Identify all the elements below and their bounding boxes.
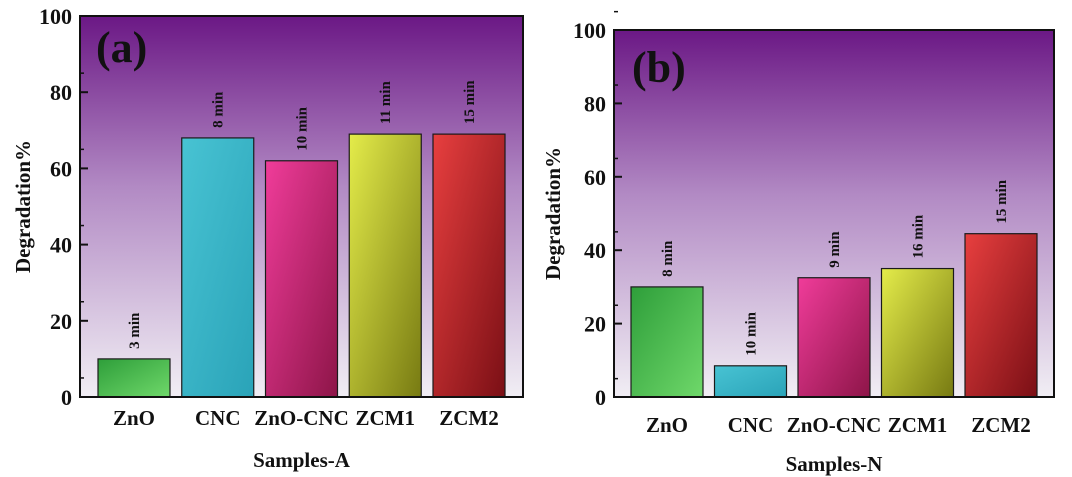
bar-time-label: 15 min (994, 179, 1010, 223)
y-tick-label: 80 (584, 91, 606, 116)
y-tick-label: 20 (584, 312, 606, 337)
bar-cnc (181, 137, 255, 398)
chart-panel-2: 8 min ZnO 10 min CNC 9 min ZnO-CNC 16 min ZCM1 1… (541, 10, 1055, 476)
bar-zcm2 (964, 233, 1038, 398)
panel-label: (b) (632, 43, 686, 92)
bar-zcm2 (432, 133, 506, 398)
y-tick-label: 60 (584, 165, 606, 190)
category-label: ZCM1 (888, 413, 948, 437)
category-label: ZnO-CNC (254, 406, 349, 430)
plot-frame (613, 29, 1055, 398)
category-label: ZnO (646, 413, 688, 437)
y-tick-label: 60 (50, 156, 72, 181)
y-tick-label: 40 (584, 238, 606, 263)
bar-time-label: 8 min (211, 91, 227, 128)
y-axis-title: Degradation% (541, 147, 565, 280)
chart-panel-1: 3 min ZnO 8 min CNC 10 min ZnO-CNC 11 min ZCM1 1… (11, 4, 524, 472)
bar-time-label: 16 min (911, 214, 927, 258)
bar-zcm1 (348, 133, 422, 398)
bar-zcm1 (880, 267, 955, 398)
panel-label: (a) (96, 23, 147, 72)
y-tick-label: 80 (50, 80, 72, 105)
category-label: ZCM1 (356, 406, 416, 430)
bar-zno (630, 286, 704, 398)
bar-time-label: 10 min (295, 106, 311, 150)
bar-time-label: 9 min (827, 231, 843, 268)
category-label: ZCM2 (971, 413, 1031, 437)
bar-time-label: 15 min (462, 80, 478, 124)
category-label: CNC (195, 406, 241, 430)
bar-time-label: 3 min (127, 312, 143, 349)
y-tick-label: 0 (595, 385, 606, 410)
category-label: ZCM2 (439, 406, 499, 430)
bar-zno-cnc (797, 277, 871, 398)
bar-zno (97, 358, 171, 398)
y-tick-label: 40 (50, 233, 72, 258)
y-tick-label: 0 (61, 385, 72, 410)
bar-time-label: 8 min (660, 240, 676, 277)
x-axis-title: Samples-N (786, 452, 883, 476)
plot-frame (79, 15, 524, 398)
y-tick-label: 100 (39, 4, 72, 29)
bar-cnc (713, 365, 788, 398)
y-axis-title: Degradation% (11, 140, 35, 273)
y-tick-label: 100 (573, 18, 606, 43)
category-label: ZnO-CNC (787, 413, 882, 437)
category-label: ZnO (113, 406, 155, 430)
x-axis-title: Samples-A (253, 448, 351, 472)
y-tick-label: 20 (50, 309, 72, 334)
bar-time-label: 10 min (744, 311, 760, 355)
category-label: CNC (728, 413, 774, 437)
bar-zno-cnc (264, 160, 339, 398)
bar-time-label: 11 min (378, 81, 394, 125)
